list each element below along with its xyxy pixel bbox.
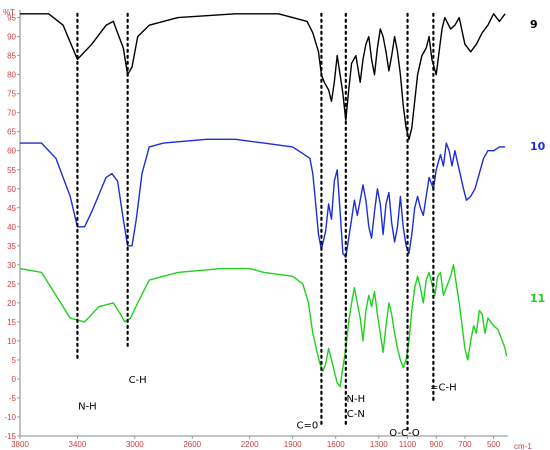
y-tick-label: 60 <box>7 147 16 156</box>
x-tick-label: 900 <box>430 440 444 449</box>
series-label-10: 10 <box>530 140 546 153</box>
x-tick-label: 1300 <box>370 440 388 449</box>
y-tick-label: -5 <box>9 394 17 403</box>
y-tick-label: 35 <box>7 242 16 251</box>
x-tick-label: 1900 <box>284 440 302 449</box>
series-line-10 <box>20 138 506 258</box>
y-tick-label: 75 <box>7 90 16 99</box>
annotation-label: N-H <box>347 394 366 405</box>
series-line-9 <box>20 13 506 140</box>
series-line-11 <box>19 264 508 388</box>
x-tick-label: 3000 <box>126 440 144 449</box>
series-label-9: 9 <box>530 18 538 31</box>
x-unit-label: cm-1 <box>514 442 532 450</box>
y-tick-label: 5 <box>12 356 17 365</box>
y-tick-label: 45 <box>7 204 16 213</box>
y-unit-label: %T <box>3 8 15 17</box>
y-tick-label: 10 <box>7 337 16 346</box>
x-tick-label: 1600 <box>327 440 345 449</box>
y-tick-label: 15 <box>7 318 16 327</box>
y-tick-label: 0 <box>12 375 17 384</box>
y-tick-label: 70 <box>7 109 16 118</box>
annotation-label: C=0 <box>297 420 319 431</box>
series-label-11: 11 <box>530 292 545 305</box>
y-tick-label: 90 <box>7 33 16 42</box>
y-tick-labels: 95908580757065605550454035302520151050-5… <box>4 14 20 441</box>
annotation-label: N-H <box>78 401 97 412</box>
y-tick-label: 55 <box>7 166 16 175</box>
x-tick-label: 2600 <box>183 440 201 449</box>
x-tick-label: 2200 <box>241 440 259 449</box>
annotation-label: =C-H <box>430 382 457 393</box>
y-tick-label: 65 <box>7 128 16 137</box>
y-tick-label: 80 <box>7 71 16 80</box>
y-tick-label: 20 <box>7 299 16 308</box>
y-tick-label: 95 <box>7 14 16 23</box>
annotation-label: C-H <box>129 375 147 386</box>
y-tick-label: -15 <box>4 432 16 441</box>
x-tick-label: 3400 <box>69 440 87 449</box>
annotation-label: C-N <box>347 409 365 420</box>
x-tick-label: 3800 <box>11 440 29 449</box>
x-tick-label: 500 <box>487 440 501 449</box>
axes <box>19 10 508 437</box>
y-tick-label: -10 <box>4 413 16 422</box>
x-tick-labels: 3800 3400 3000 2600 2200 1900 1600 1300 1100 900 7… <box>11 436 501 449</box>
y-tick-label: 30 <box>7 261 16 270</box>
y-tick-label: 40 <box>7 223 16 232</box>
y-tick-label: 25 <box>7 280 16 289</box>
y-tick-label: 85 <box>7 52 16 61</box>
x-tick-label: 1100 <box>399 440 417 449</box>
x-tick-label: 700 <box>458 440 472 449</box>
peak-annotations: N-H C-H C=0 N-H C-N O-C-O =C-H <box>76 12 457 439</box>
annotation-label: O-C-O <box>389 428 420 439</box>
y-tick-label: 50 <box>7 185 16 194</box>
spectra-series <box>19 13 508 388</box>
